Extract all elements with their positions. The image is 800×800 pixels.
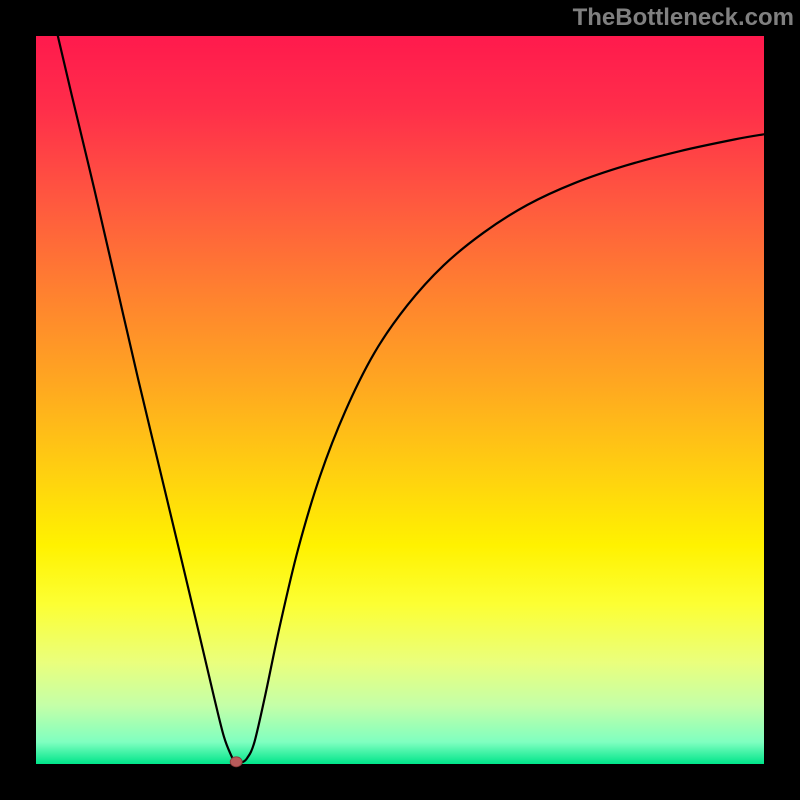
chart-container: { "chart": { "type": "line", "canvas": {… [0, 0, 800, 800]
plot-background [36, 36, 764, 764]
optimal-point-marker [230, 757, 242, 767]
bottleneck-chart [0, 0, 800, 800]
watermark-text: TheBottleneck.com [573, 4, 794, 32]
